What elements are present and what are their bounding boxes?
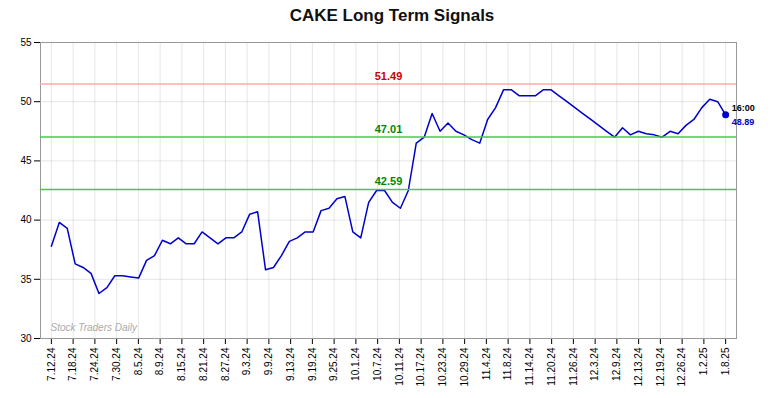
- svg-text:12.26.24: 12.26.24: [676, 347, 687, 386]
- svg-text:11.20.24: 11.20.24: [546, 347, 557, 386]
- svg-text:9.13.24: 9.13.24: [285, 347, 296, 381]
- svg-text:7.12.24: 7.12.24: [46, 347, 57, 381]
- html-text:CAKE Long Term Signals: CAKE Long Term Signals: [289, 6, 495, 25]
- svg-text:8.5.24: 8.5.24: [133, 347, 144, 375]
- svg-text:8.27.24: 8.27.24: [220, 347, 231, 381]
- svg-text:9.25.24: 9.25.24: [328, 347, 339, 381]
- svg-text:12.19.24: 12.19.24: [655, 347, 666, 386]
- svg-text:12.3.24: 12.3.24: [589, 347, 600, 381]
- svg-text:11.26.24: 11.26.24: [568, 347, 579, 386]
- svg-text:9.3.24: 9.3.24: [241, 347, 252, 375]
- svg-text:7.30.24: 7.30.24: [111, 347, 122, 381]
- svg-text:12.9.24: 12.9.24: [611, 347, 622, 381]
- svg-text:8.15.24: 8.15.24: [176, 347, 187, 381]
- svg-text:10.29.24: 10.29.24: [459, 347, 470, 386]
- svg-text:55: 55: [20, 37, 32, 48]
- svg-text:9.9.24: 9.9.24: [263, 347, 274, 375]
- svg-text:11.4.24: 11.4.24: [481, 347, 492, 380]
- svg-text:7.18.24: 7.18.24: [67, 347, 78, 381]
- svg-text:50: 50: [20, 96, 32, 107]
- svg-text:10.17.24: 10.17.24: [415, 347, 426, 386]
- svg-text:1.8.25: 1.8.25: [720, 347, 731, 375]
- svg-text:11.14.24: 11.14.24: [524, 347, 535, 386]
- svg-text:30: 30: [20, 333, 32, 344]
- svg-text:9.19.24: 9.19.24: [307, 347, 318, 381]
- svg-text:48.89: 48.89: [732, 117, 755, 127]
- svg-text:8.9.24: 8.9.24: [154, 347, 165, 375]
- svg-text:7.24.24: 7.24.24: [89, 347, 100, 381]
- svg-text:11.8.24: 11.8.24: [502, 347, 513, 380]
- svg-text:40: 40: [20, 214, 32, 225]
- svg-text:10.7.24: 10.7.24: [372, 347, 383, 381]
- svg-text:Stock Traders Daily: Stock Traders Daily: [51, 322, 139, 333]
- svg-text:45: 45: [20, 155, 32, 166]
- svg-text:35: 35: [20, 274, 32, 285]
- svg-text:8.21.24: 8.21.24: [198, 347, 209, 381]
- svg-text:1.2.25: 1.2.25: [698, 347, 709, 375]
- svg-text:42.59: 42.59: [375, 175, 403, 187]
- svg-text:12.13.24: 12.13.24: [633, 347, 644, 386]
- svg-text:16:00: 16:00: [732, 103, 755, 113]
- svg-text:10.1.24: 10.1.24: [350, 347, 361, 381]
- svg-text:51.49: 51.49: [375, 70, 403, 82]
- svg-text:10.11.24: 10.11.24: [394, 347, 405, 386]
- svg-text:47.01: 47.01: [375, 123, 403, 135]
- svg-text:10.23.24: 10.23.24: [437, 347, 448, 386]
